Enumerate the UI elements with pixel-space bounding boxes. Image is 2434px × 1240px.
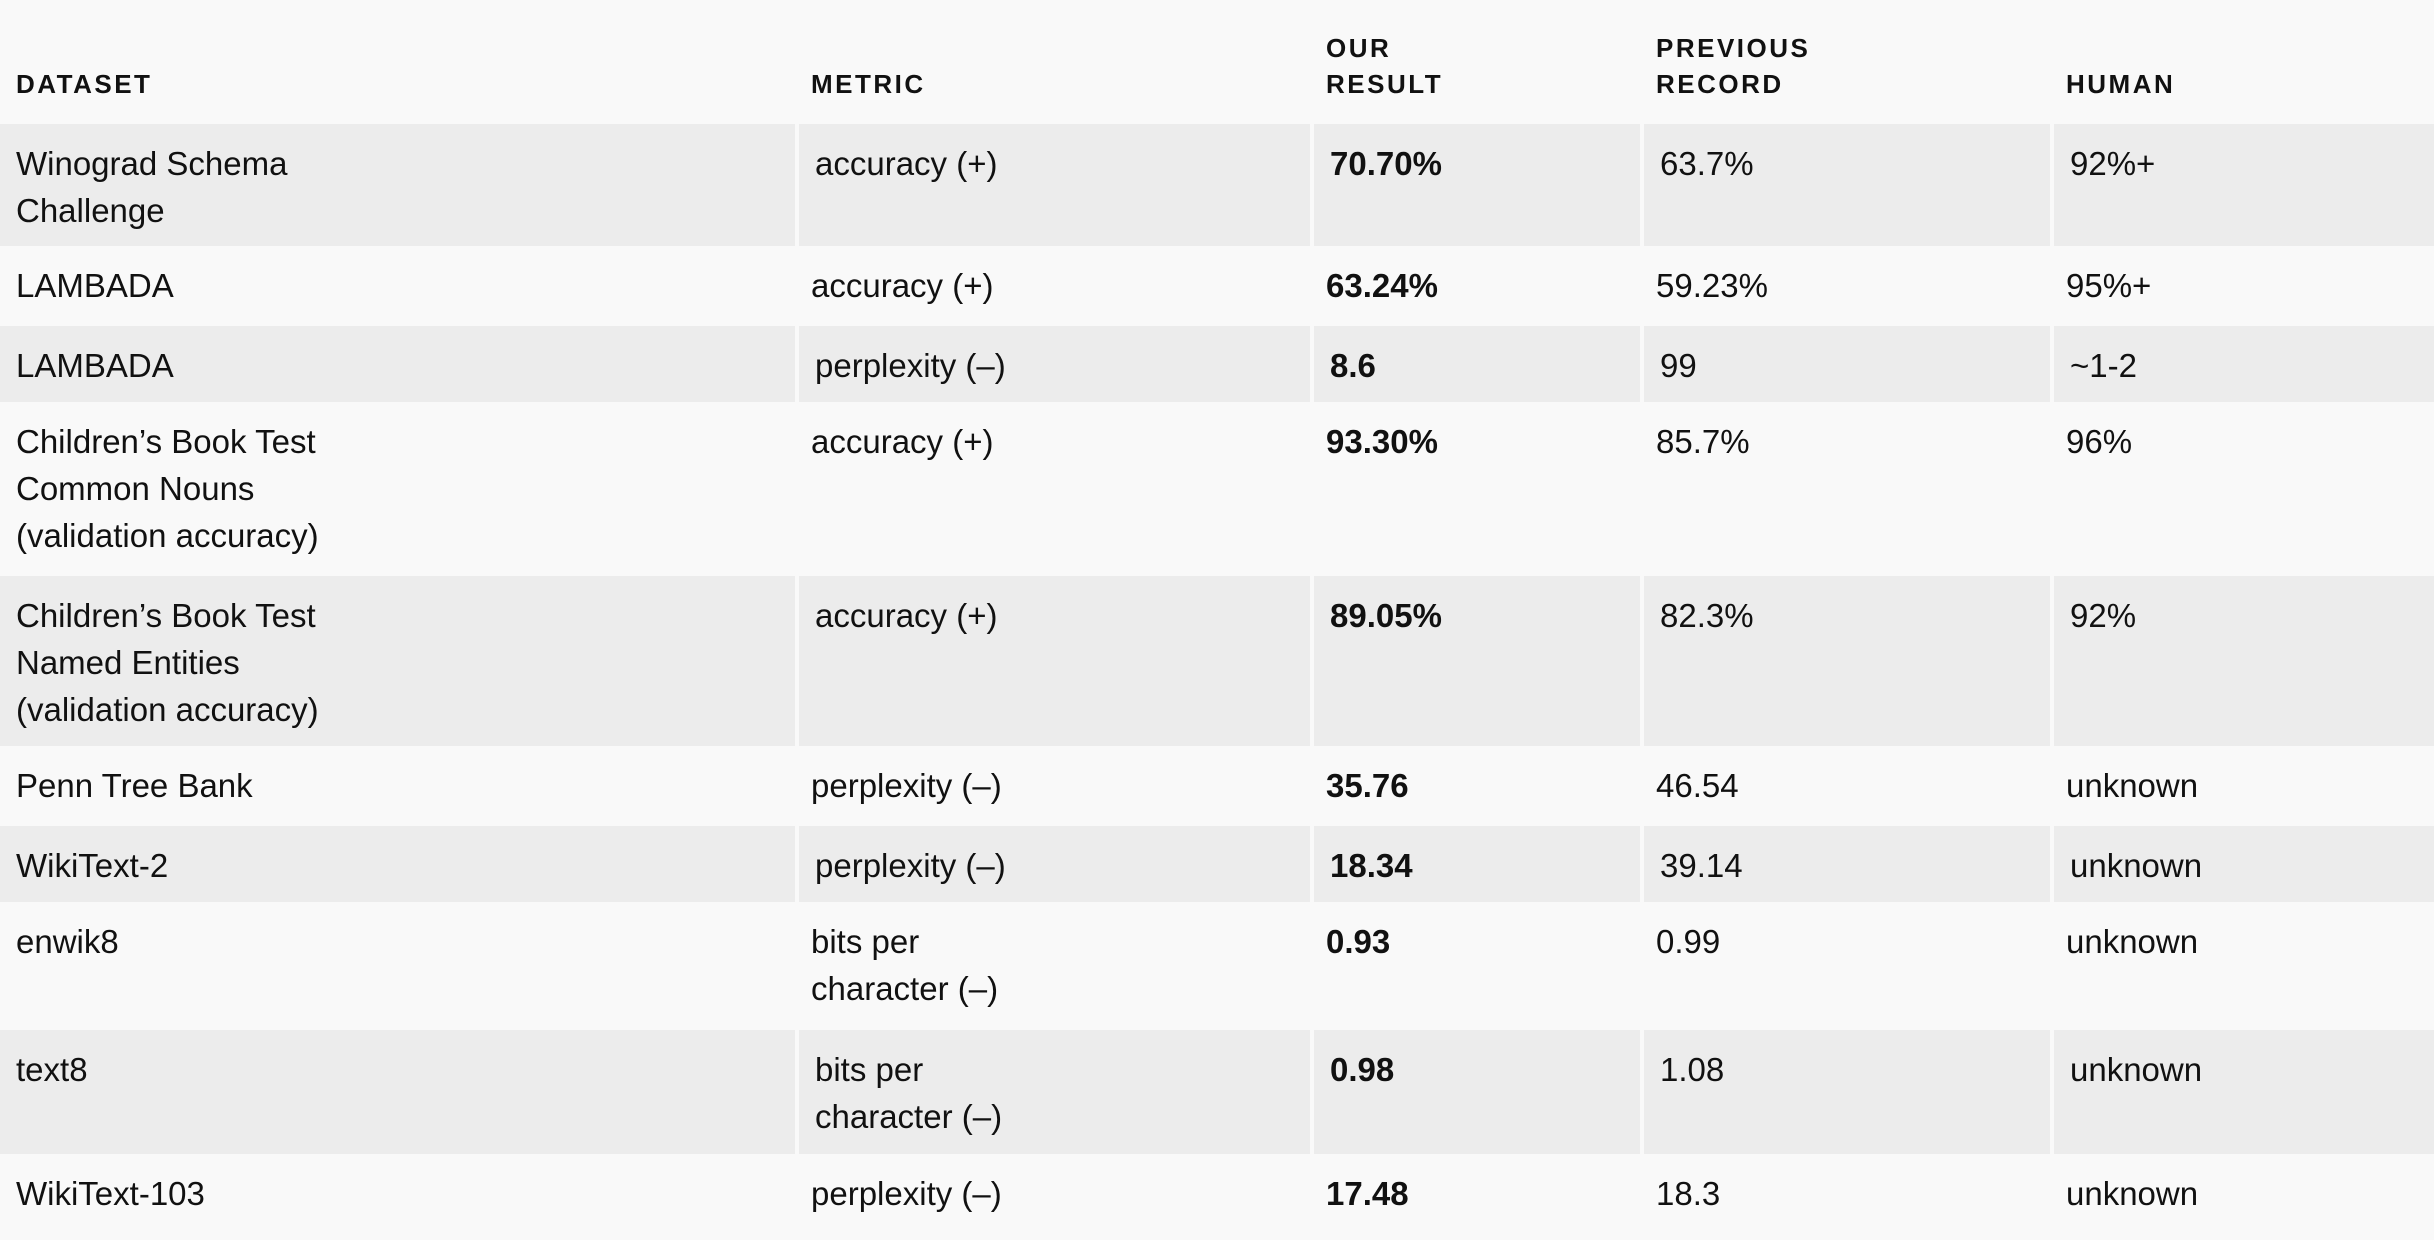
cell-metric: accuracy (+) <box>795 576 1310 746</box>
cell-dataset: WikiText-103 <box>16 1175 205 1212</box>
cell-dataset: enwik8 <box>16 923 119 960</box>
cell-dataset: Children’s Book Test Named Entities (val… <box>0 576 795 746</box>
cell-our-result: 63.24% <box>1326 267 1438 304</box>
cell-metric: perplexity (–) <box>795 826 1310 902</box>
cell-human: unknown <box>2050 1030 2434 1154</box>
cell-our-result: 93.30% <box>1326 423 1438 460</box>
cell-metric: bits per character (–) <box>795 1030 1310 1154</box>
cell-human: unknown <box>2066 923 2199 960</box>
cell-previous-record: 39.14 <box>1640 826 2050 902</box>
cell-dataset: LAMBADA <box>0 326 795 402</box>
cell-human: unknown <box>2066 1175 2199 1212</box>
cell-metric: perplexity (–) <box>811 767 1002 804</box>
cell-metric: accuracy (+) <box>811 267 994 304</box>
cell-human: 96% <box>2066 423 2133 460</box>
cell-previous-record: 0.99 <box>1656 923 1721 960</box>
cell-metric: perplexity (–) <box>811 1175 1002 1212</box>
cell-human: unknown <box>2066 767 2199 804</box>
header-dataset: DATASET <box>16 69 153 99</box>
header-metric: METRIC <box>811 69 926 99</box>
cell-our-result: 0.98 <box>1310 1030 1640 1154</box>
cell-human: unknown <box>2050 826 2434 902</box>
cell-our-result: 0.93 <box>1326 923 1391 960</box>
header-previous-record: PREVIOUS RECORD <box>1656 33 1811 99</box>
cell-metric: accuracy (+) <box>811 423 994 460</box>
cell-metric: accuracy (+) <box>795 124 1310 246</box>
cell-previous-record: 59.23% <box>1656 267 1768 304</box>
cell-dataset: Children’s Book Test Common Nouns (valid… <box>16 423 319 554</box>
cell-dataset: Penn Tree Bank <box>16 767 253 804</box>
cell-our-result: 8.6 <box>1310 326 1640 402</box>
cell-metric: perplexity (–) <box>795 326 1310 402</box>
cell-previous-record: 85.7% <box>1656 423 1750 460</box>
cell-dataset: Winograd Schema Challenge <box>0 124 795 246</box>
cell-dataset: LAMBADA <box>16 267 174 304</box>
cell-human: ~1-2 <box>2050 326 2434 402</box>
header-human: HUMAN <box>2066 69 2176 99</box>
cell-previous-record: 99 <box>1640 326 2050 402</box>
cell-previous-record: 1.08 <box>1640 1030 2050 1154</box>
cell-our-result: 35.76 <box>1326 767 1409 804</box>
header-our-result: OUR RESULT <box>1326 33 1444 99</box>
cell-previous-record: 18.3 <box>1656 1175 1721 1212</box>
cell-previous-record: 46.54 <box>1656 767 1739 804</box>
cell-human: 92% <box>2050 576 2434 746</box>
cell-human: 95%+ <box>2066 267 2152 304</box>
cell-our-result: 18.34 <box>1310 826 1640 902</box>
cell-dataset: text8 <box>0 1030 795 1154</box>
cell-our-result: 70.70% <box>1310 124 1640 246</box>
cell-metric: bits per character (–) <box>811 923 999 1007</box>
cell-our-result: 89.05% <box>1310 576 1640 746</box>
cell-human: 92%+ <box>2050 124 2434 246</box>
cell-dataset: WikiText-2 <box>0 826 795 902</box>
cell-previous-record: 63.7% <box>1640 124 2050 246</box>
cell-our-result: 17.48 <box>1326 1175 1409 1212</box>
cell-previous-record: 82.3% <box>1640 576 2050 746</box>
